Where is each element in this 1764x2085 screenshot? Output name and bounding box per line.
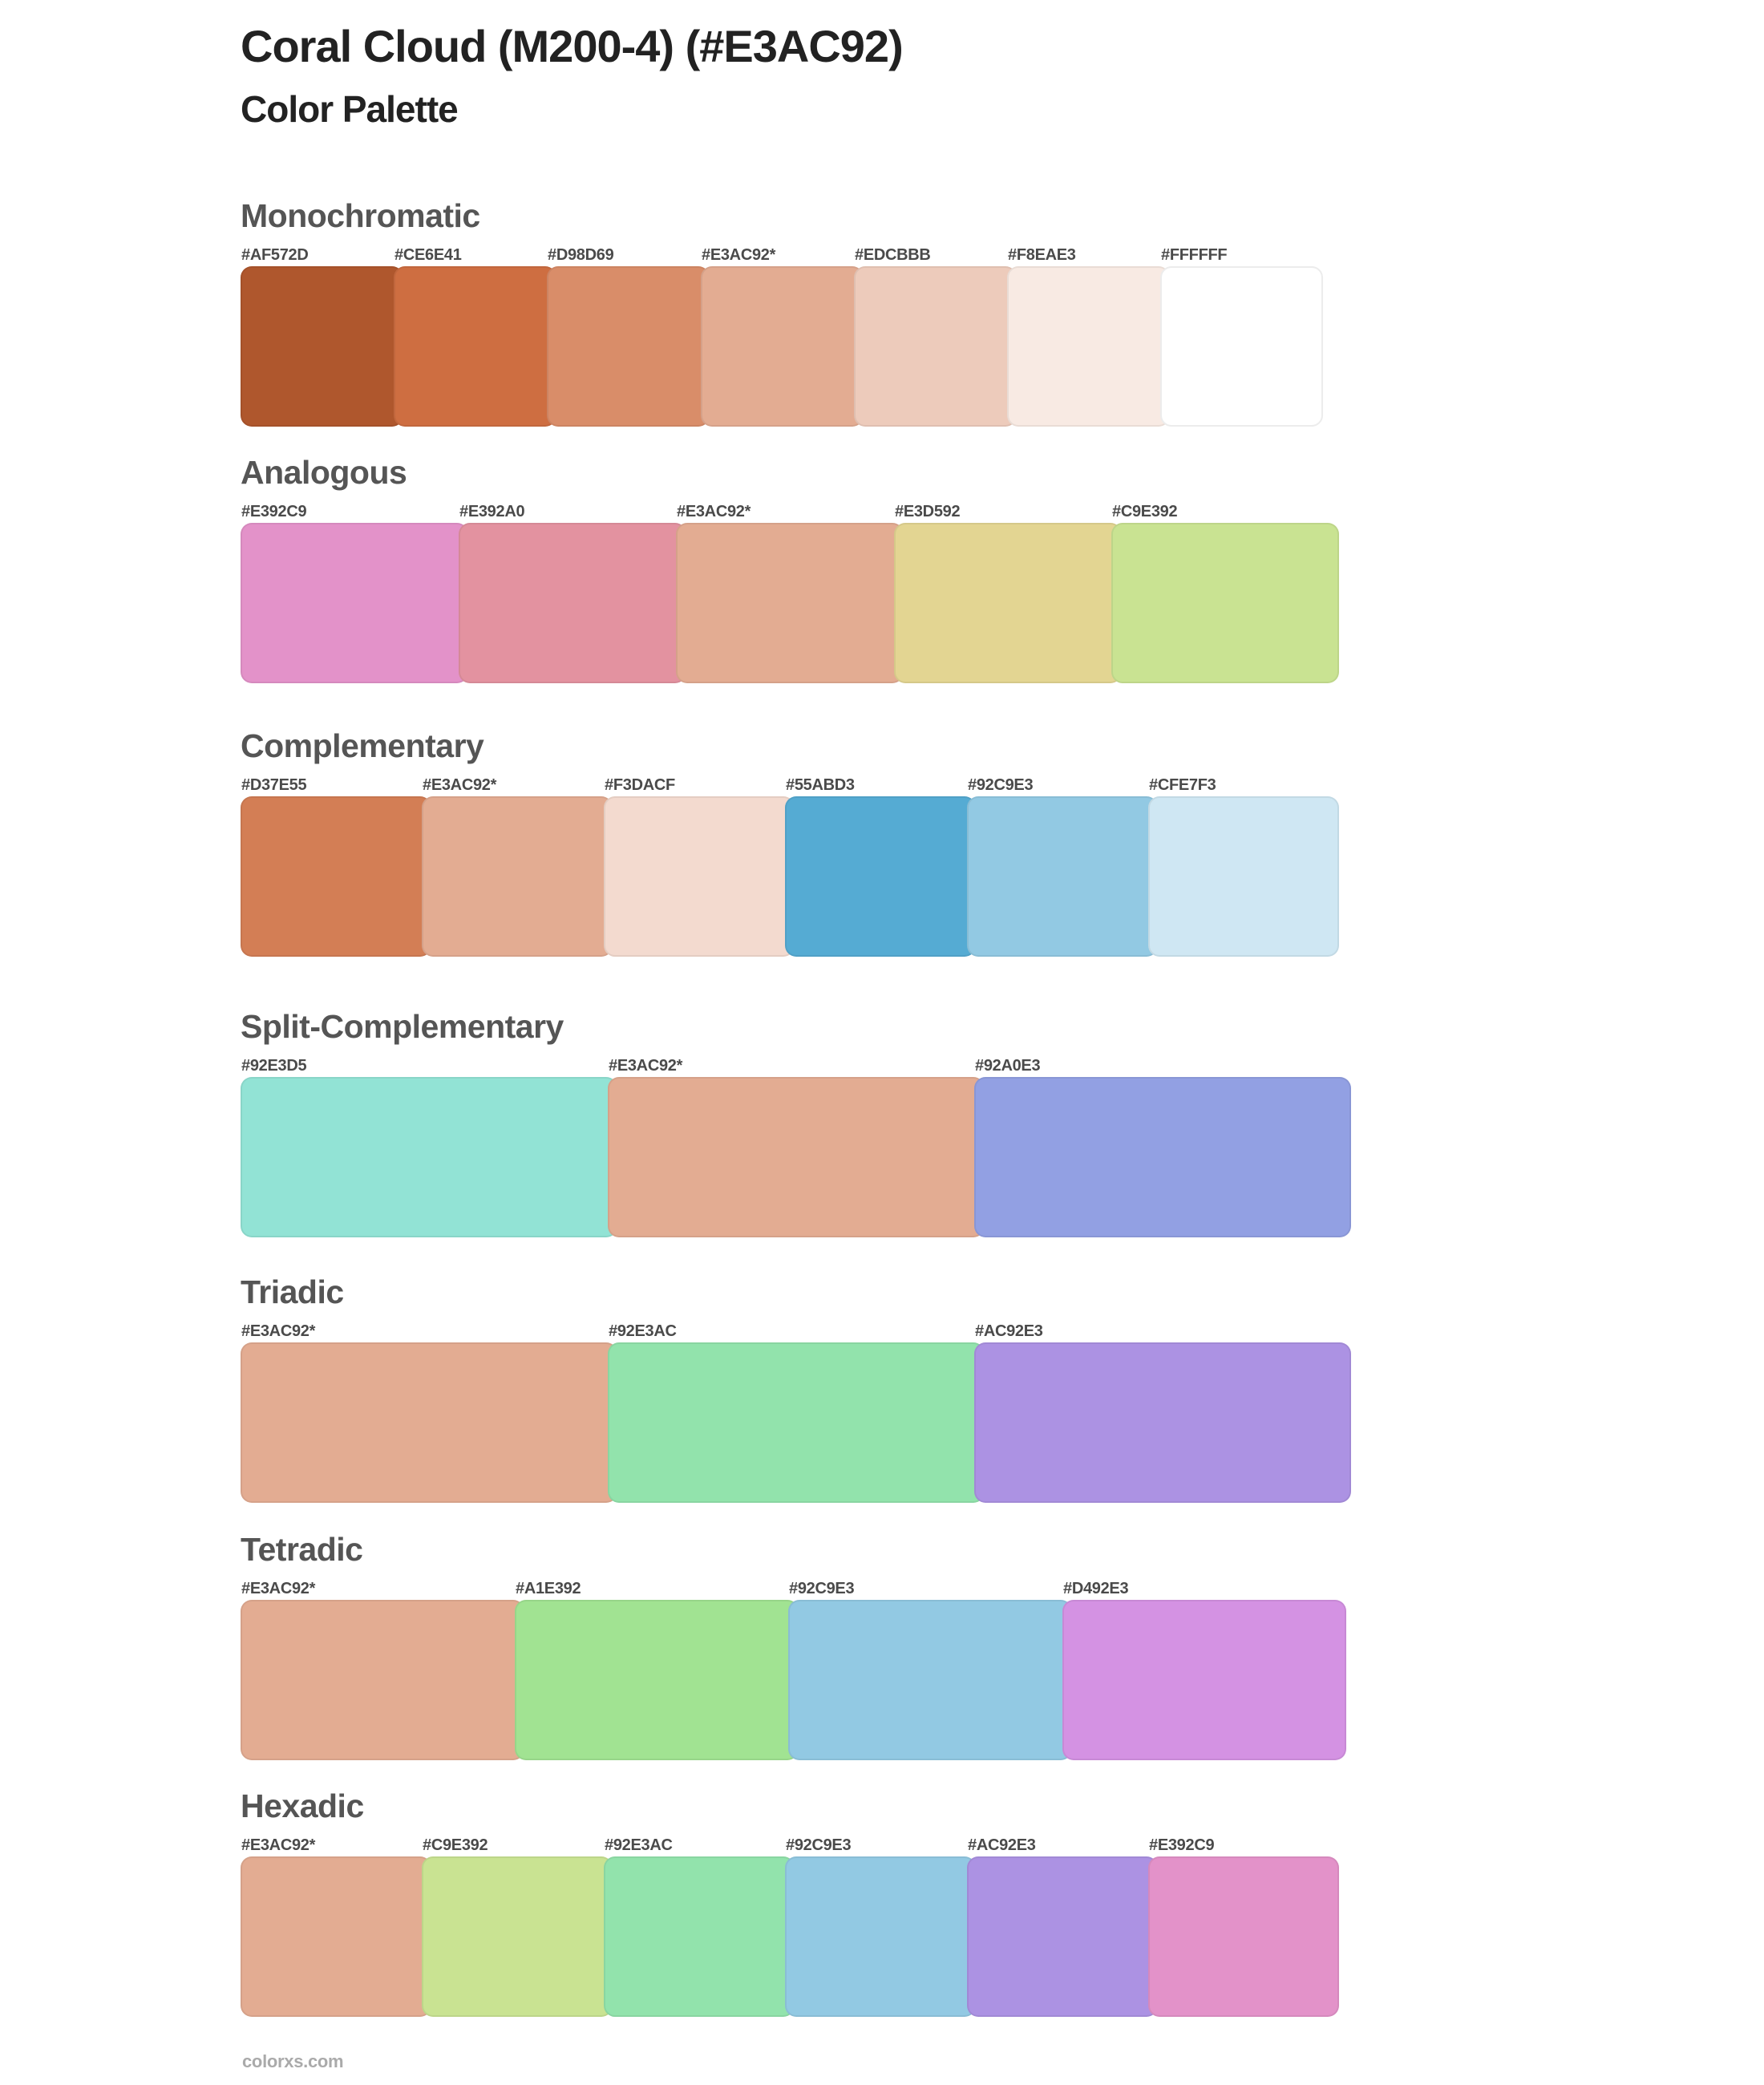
color-swatch[interactable]: [788, 1600, 1072, 1760]
swatch-row: #E392C9 #E392A0 #E3AC92* #E3D592 #C9E392: [241, 502, 1443, 686]
color-swatch[interactable]: [785, 796, 976, 957]
color-swatch[interactable]: [1148, 1856, 1339, 2017]
swatch-hex-label: #92A0E3: [975, 1057, 1041, 1075]
section-heading: Tetradic: [241, 1531, 363, 1568]
color-swatch[interactable]: [459, 523, 686, 683]
color-swatch[interactable]: [608, 1342, 985, 1503]
color-swatch[interactable]: [241, 1856, 431, 2017]
swatch-hex-label: #E3AC92*: [677, 503, 751, 520]
swatch-hex-label: #E3D592: [895, 503, 961, 520]
swatch-hex-label: #A1E392: [516, 1580, 581, 1597]
color-swatch[interactable]: [604, 796, 795, 957]
page-title: Coral Cloud (M200-4) (#E3AC92): [241, 21, 904, 71]
swatch-hex-label: #E3AC92*: [241, 1322, 316, 1340]
swatch-hex-label: #92C9E3: [789, 1580, 855, 1597]
swatch-hex-label: #CE6E41: [394, 246, 462, 264]
swatch-hex-label: #CFE7F3: [1149, 776, 1216, 794]
swatch-hex-label: #E3AC92*: [241, 1836, 316, 1854]
section-heading: Complementary: [241, 727, 484, 764]
palette-section-triadic: Triadic #E3AC92* #92E3AC #AC92E3: [241, 1272, 1443, 1520]
swatch-row: #E3AC92* #A1E392 #92C9E3 #D492E3: [241, 1579, 1443, 1763]
swatch-hex-label: #D98D69: [548, 246, 614, 264]
swatch-row: #E3AC92* #C9E392 #92E3AC #92C9E3 #AC92E3 #E39…: [241, 1836, 1443, 2020]
color-swatch[interactable]: [394, 266, 556, 427]
section-heading: Split-Complementary: [241, 1008, 564, 1045]
swatch-hex-label: #F8EAE3: [1008, 246, 1076, 264]
section-heading: Monochromatic: [241, 197, 480, 234]
swatch-hex-label: #92C9E3: [968, 776, 1034, 794]
color-swatch[interactable]: [241, 1342, 617, 1503]
color-swatch[interactable]: [894, 523, 1122, 683]
swatch-hex-label: #E3AC92*: [702, 246, 776, 264]
section-heading: Analogous: [241, 454, 407, 491]
color-swatch[interactable]: [241, 266, 403, 427]
color-swatch[interactable]: [241, 1077, 617, 1237]
swatch-hex-label: #C9E392: [423, 1836, 488, 1854]
swatch-hex-label: #E392C9: [241, 503, 307, 520]
swatch-hex-label: #AC92E3: [975, 1322, 1043, 1340]
swatch-hex-label: #E3AC92*: [241, 1580, 316, 1597]
swatch-hex-label: #D37E55: [241, 776, 307, 794]
color-swatch[interactable]: [241, 796, 431, 957]
palette-section-analogous: Analogous #E392C9 #E392A0 #E3AC92* #E3D592 #C…: [241, 452, 1443, 701]
palette-section-hexadic: Hexadic #E3AC92* #C9E392 #92E3AC #92C9E3 #AC9…: [241, 1786, 1443, 2034]
color-swatch[interactable]: [854, 266, 1017, 427]
color-swatch[interactable]: [974, 1342, 1351, 1503]
color-swatch[interactable]: [241, 523, 468, 683]
color-swatch[interactable]: [967, 796, 1158, 957]
color-swatch[interactable]: [241, 1600, 524, 1760]
swatch-hex-label: #F3DACF: [605, 776, 675, 794]
palette-section-complementary: Complementary #D37E55 #E3AC92* #F3DACF #55AB…: [241, 726, 1443, 974]
color-swatch[interactable]: [1062, 1600, 1346, 1760]
swatch-hex-label: #E392A0: [459, 503, 525, 520]
swatch-hex-label: #55ABD3: [786, 776, 855, 794]
swatch-hex-label: #92E3AC: [605, 1836, 673, 1854]
swatch-hex-label: #E3AC92*: [423, 776, 497, 794]
swatch-row: #D37E55 #E3AC92* #F3DACF #55ABD3 #92C9E3 #CFE…: [241, 775, 1443, 960]
color-swatch[interactable]: [701, 266, 864, 427]
color-swatch[interactable]: [515, 1600, 799, 1760]
swatch-row: #E3AC92* #92E3AC #AC92E3: [241, 1322, 1443, 1506]
swatch-row: #AF572D #CE6E41 #D98D69 #E3AC92* #EDCBBB #F8E…: [241, 245, 1443, 430]
color-swatch[interactable]: [974, 1077, 1351, 1237]
color-swatch[interactable]: [608, 1077, 985, 1237]
footer-site-link[interactable]: colorxs.com: [242, 2051, 344, 2071]
swatch-hex-label: #C9E392: [1112, 503, 1178, 520]
swatch-hex-label: #AC92E3: [968, 1836, 1036, 1854]
page-subtitle: Color Palette: [241, 88, 459, 130]
section-heading: Hexadic: [241, 1787, 364, 1824]
color-swatch[interactable]: [1148, 796, 1339, 957]
color-swatch[interactable]: [676, 523, 904, 683]
swatch-hex-label: #EDCBBB: [855, 246, 931, 264]
swatch-hex-label: #92E3D5: [241, 1057, 307, 1075]
color-swatch[interactable]: [967, 1856, 1158, 2017]
swatch-hex-label: #92C9E3: [786, 1836, 852, 1854]
color-swatch[interactable]: [547, 266, 710, 427]
swatch-hex-label: #92E3AC: [609, 1322, 677, 1340]
color-swatch[interactable]: [1160, 266, 1323, 427]
color-swatch[interactable]: [1007, 266, 1170, 427]
swatch-hex-label: #AF572D: [241, 246, 309, 264]
palette-section-monochromatic: Monochromatic #AF572D #CE6E41 #D98D69 #E3AC9…: [241, 196, 1443, 444]
color-swatch[interactable]: [785, 1856, 976, 2017]
swatch-hex-label: #E3AC92*: [609, 1057, 683, 1075]
section-heading: Triadic: [241, 1273, 344, 1310]
color-swatch[interactable]: [604, 1856, 795, 2017]
color-swatch[interactable]: [1111, 523, 1339, 683]
swatch-hex-label: #D492E3: [1063, 1580, 1129, 1597]
swatch-hex-label: #FFFFFF: [1161, 246, 1228, 264]
swatch-hex-label: #E392C9: [1149, 1836, 1215, 1854]
palette-section-split-complementary: Split-Complementary #92E3D5 #E3AC92* #92A0E…: [241, 1006, 1443, 1255]
palette-section-tetradic: Tetradic #E3AC92* #A1E392 #92C9E3 #D492E3: [241, 1529, 1443, 1778]
color-swatch[interactable]: [422, 796, 613, 957]
color-swatch[interactable]: [422, 1856, 613, 2017]
swatch-row: #92E3D5 #E3AC92* #92A0E3: [241, 1056, 1443, 1241]
